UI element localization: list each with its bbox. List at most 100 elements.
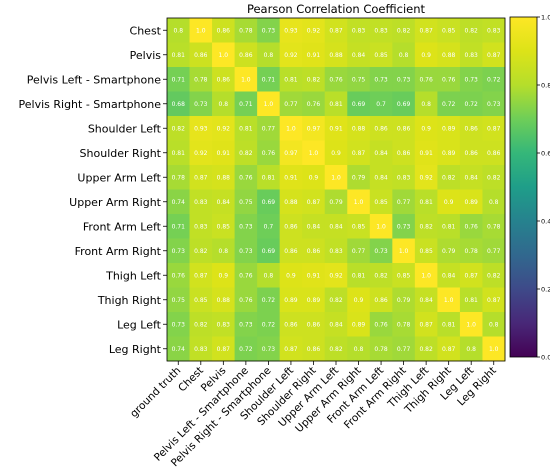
heatmap-cell xyxy=(392,91,416,117)
heatmap-cell xyxy=(257,189,281,215)
heatmap-cell xyxy=(324,189,348,215)
heatmap-cell xyxy=(302,91,326,117)
heatmap-cell xyxy=(167,336,190,362)
heatmap-cell xyxy=(212,189,235,215)
cell-value-label: 0.79 xyxy=(352,174,366,181)
cell-value-label: 0.73 xyxy=(397,223,411,230)
heatmap-cell xyxy=(369,238,393,264)
row-label: Thigh Left xyxy=(105,269,162,282)
row-labels: Chest Pelvis Pelvis Left - Smartphone Pelvi… xyxy=(19,24,167,356)
heatmap-cell xyxy=(347,238,371,264)
cell-value-label: 0.69 xyxy=(397,101,411,108)
cell-value-label: 0.71 xyxy=(172,76,186,83)
heatmap-cell xyxy=(257,140,281,166)
cell-value-label: 0.84 xyxy=(352,52,366,59)
cell-value-label: 0.86 xyxy=(465,150,479,157)
heatmap-cell xyxy=(212,42,235,68)
cell-value-label: 0.86 xyxy=(284,248,298,255)
heatmap-cell xyxy=(212,91,235,117)
heatmap-cell xyxy=(302,67,326,92)
heatmap-cell xyxy=(459,42,483,68)
cell-value-label: 0.85 xyxy=(352,223,366,230)
cell-value-label: 0.81 xyxy=(442,321,456,328)
cell-value-label: 0.7 xyxy=(264,223,274,230)
cell-value-label: 0.69 xyxy=(352,101,366,108)
heatmap-cell xyxy=(414,189,438,215)
heatmap-cell xyxy=(324,336,348,362)
cell-value-label: 0.87 xyxy=(487,125,501,132)
cell-value-label: 0.87 xyxy=(442,346,456,353)
heatmap-cell xyxy=(482,116,506,141)
cell-value-label: 0.86 xyxy=(217,76,231,83)
cell-value-label: 0.73 xyxy=(239,321,253,328)
heatmap-cell xyxy=(234,189,258,215)
cell-value-label: 0.86 xyxy=(239,52,253,59)
heatmap-cell xyxy=(369,214,393,239)
cell-value-label: 0.87 xyxy=(419,27,433,34)
heatmap-cell xyxy=(437,42,461,68)
cell-value-label: 0.8 xyxy=(173,27,183,34)
row-label: Upper Arm Right xyxy=(69,196,162,209)
cell-value-label: 0.76 xyxy=(172,272,186,279)
cell-value-label: 1.0 xyxy=(309,150,319,157)
cell-value-label: 0.73 xyxy=(239,248,253,255)
heatmap-cell xyxy=(414,214,438,239)
cell-value-label: 0.78 xyxy=(397,321,411,328)
heatmap-cell xyxy=(347,91,371,117)
cell-value-label: 0.74 xyxy=(172,199,186,206)
cell-value-label: 0.88 xyxy=(217,297,231,304)
cell-value-label: 1.0 xyxy=(466,321,476,328)
heatmap-cell xyxy=(302,18,326,43)
cell-value-label: 0.77 xyxy=(352,248,366,255)
heatmap-cell xyxy=(392,312,416,337)
heatmap-cell xyxy=(392,214,416,239)
cell-value-label: 0.86 xyxy=(307,248,321,255)
cell-value-label: 0.73 xyxy=(262,346,276,353)
heatmap-cell xyxy=(369,336,393,362)
cell-value-label: 0.88 xyxy=(284,199,298,206)
cell-value-label: 0.78 xyxy=(172,174,186,181)
cell-value-label: 0.87 xyxy=(284,346,298,353)
cell-value-label: 0.87 xyxy=(487,52,501,59)
heatmap-cell xyxy=(414,91,438,117)
cell-value-label: 0.8 xyxy=(219,101,229,108)
cell-value-label: 0.97 xyxy=(284,150,298,157)
cell-value-label: 0.73 xyxy=(239,223,253,230)
heatmap-cell xyxy=(279,214,303,239)
cell-value-label: 0.72 xyxy=(262,297,276,304)
cell-value-label: 0.82 xyxy=(329,297,343,304)
cell-value-label: 0.91 xyxy=(419,150,433,157)
cell-value-label: 0.86 xyxy=(217,27,231,34)
row-label: Chest xyxy=(130,24,162,37)
cell-value-label: 0.72 xyxy=(262,321,276,328)
cell-value-label: 0.76 xyxy=(239,272,253,279)
heatmap-cell xyxy=(324,18,348,43)
heatmap-cells: 0.8 1.0 0.86 0.78 0.73 0.93 0.92 0.87 0.83 0.83 0.… xyxy=(167,18,506,362)
cell-value-label: 0.82 xyxy=(487,174,501,181)
cell-value-label: 1.0 xyxy=(399,248,409,255)
cell-value-label: 0.73 xyxy=(465,76,479,83)
heatmap-cell xyxy=(212,287,235,313)
heatmap-cell xyxy=(279,165,303,190)
cell-value-label: 1.0 xyxy=(286,125,296,132)
colorbar-tick-label: 0.4 xyxy=(541,218,550,226)
cell-value-label: 0.82 xyxy=(442,174,456,181)
heatmap-cell xyxy=(212,140,235,166)
cell-value-label: 0.86 xyxy=(284,321,298,328)
heatmap-cell xyxy=(212,165,235,190)
heatmap-cell xyxy=(392,67,416,92)
heatmap-cell xyxy=(324,214,348,239)
heatmap-cell xyxy=(189,42,213,68)
heatmap-cell xyxy=(459,189,483,215)
cell-value-label: 0.9 xyxy=(421,52,431,59)
cell-value-label: 0.82 xyxy=(329,346,343,353)
heatmap-cell xyxy=(347,189,371,215)
cell-value-label: 0.83 xyxy=(487,27,501,34)
cell-value-label: 0.93 xyxy=(194,125,208,132)
heatmap-cell xyxy=(392,42,416,68)
heatmap-cell xyxy=(369,67,393,92)
cell-value-label: 0.85 xyxy=(374,52,388,59)
heatmap-cell xyxy=(482,214,506,239)
cell-value-label: 1.0 xyxy=(376,223,386,230)
cell-value-label: 0.87 xyxy=(419,321,433,328)
